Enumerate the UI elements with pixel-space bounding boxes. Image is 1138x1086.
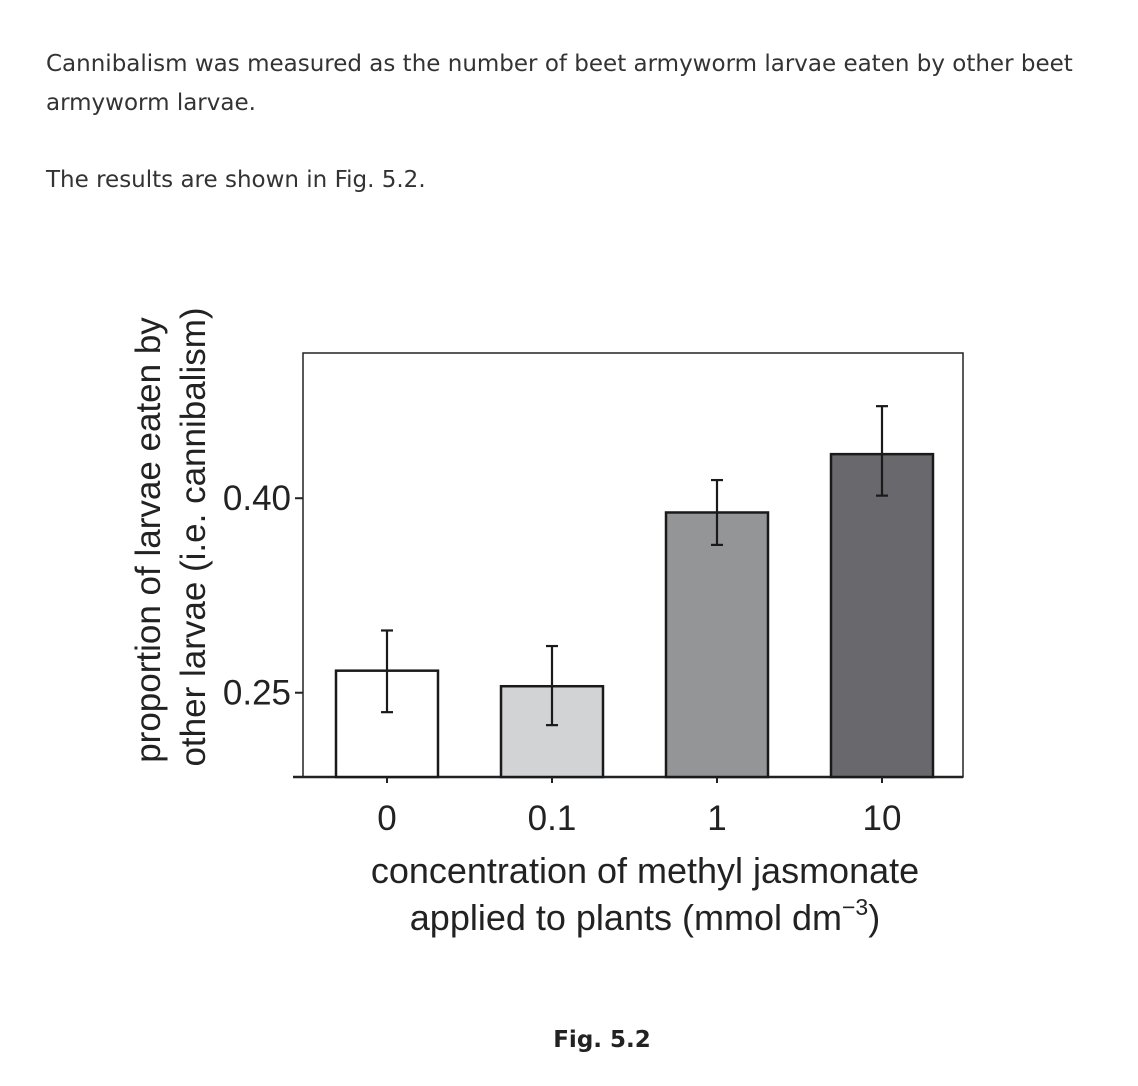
x-tick-label-1: 0.1 xyxy=(528,799,577,838)
x-axis-label-line2: applied to plants (mmol dm−3) xyxy=(410,894,880,938)
x-axis-label-suffix: ) xyxy=(868,897,880,938)
results-paragraph: The results are shown in Fig. 5.2. xyxy=(46,167,426,193)
error-bars-group xyxy=(381,405,888,727)
intro-paragraph: Cannibalism was measured as the number o… xyxy=(46,51,1073,116)
x-tick-label-0: 0 xyxy=(377,799,396,838)
y-ticks-group: 0.25 0.40 xyxy=(223,479,303,713)
x-axis-label-line1: concentration of methyl jasmonate xyxy=(371,850,919,891)
error-bar-3 xyxy=(876,405,888,497)
error-bar-2 xyxy=(711,478,723,547)
x-ticks-group: 0 0.1 1 10 xyxy=(377,777,901,838)
y-tick-label-1: 0.40 xyxy=(223,479,291,518)
error-bar-0 xyxy=(381,629,393,714)
y-tick-label-0: 0.25 xyxy=(223,674,291,713)
bar-3 xyxy=(829,452,935,779)
y-axis-label-line2: other larvae (i.e. cannibalism) xyxy=(174,307,213,766)
figure-caption: Fig. 5.2 xyxy=(553,1027,651,1053)
bars-group xyxy=(334,452,935,779)
x-axis-label-prefix: applied to plants (mmol dm xyxy=(410,897,842,938)
x-tick-label-2: 1 xyxy=(707,799,726,838)
y-axis-label-line1: proportion of larvae eaten by xyxy=(129,317,168,763)
x-axis-label-superscript: −3 xyxy=(842,894,868,920)
error-bar-1 xyxy=(546,644,558,727)
x-tick-label-3: 10 xyxy=(863,799,902,838)
bar-2 xyxy=(664,511,770,779)
